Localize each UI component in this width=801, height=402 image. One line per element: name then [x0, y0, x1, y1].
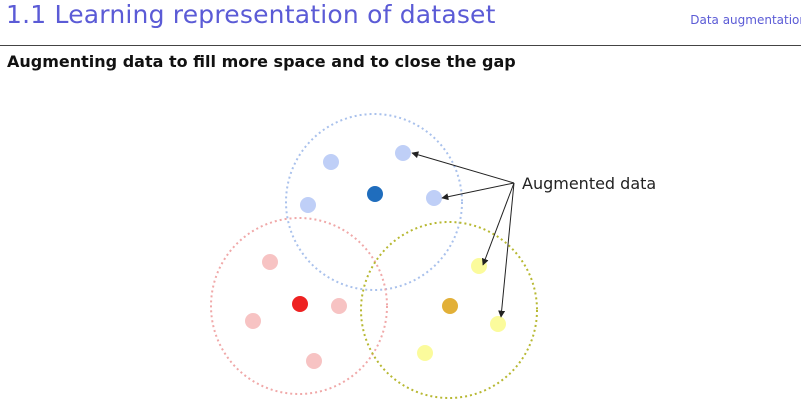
red-augmented-point	[262, 254, 278, 270]
blue-cluster-circle	[285, 113, 463, 291]
blue-augmented-point	[426, 190, 442, 206]
slide-subtitle: Augmenting data to fill more space and t…	[7, 52, 516, 71]
red-augmented-point	[306, 353, 322, 369]
annotation-arrow	[481, 182, 515, 266]
blue-augmented-point	[300, 197, 316, 213]
annotation-arrow	[441, 182, 515, 201]
yellow-augmented-point	[490, 316, 506, 332]
section-tag: Data augmentation	[690, 13, 801, 27]
yellow-augmented-point	[417, 345, 433, 361]
red-augmented-point	[331, 298, 347, 314]
augmented-data-label: Augmented data	[522, 174, 656, 193]
annotation-arrow	[411, 151, 515, 184]
blue-augmented-point	[395, 145, 411, 161]
red-augmented-point	[245, 313, 261, 329]
yellow-cluster-circle	[360, 221, 538, 399]
slide-title: 1.1 Learning representation of dataset	[6, 0, 496, 29]
blue-original-point	[367, 186, 383, 202]
red-original-point	[292, 296, 308, 312]
title-divider	[0, 45, 801, 46]
red-cluster-circle	[210, 217, 388, 395]
blue-augmented-point	[323, 154, 339, 170]
annotation-arrow	[498, 182, 515, 318]
yellow-original-point	[442, 298, 458, 314]
